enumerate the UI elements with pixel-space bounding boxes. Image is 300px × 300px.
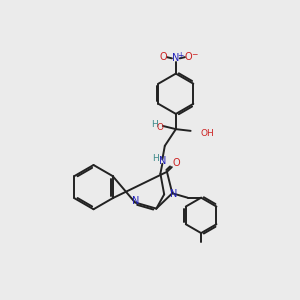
Text: N: N bbox=[159, 156, 167, 166]
Text: OH: OH bbox=[200, 129, 214, 138]
Text: H: H bbox=[152, 154, 159, 164]
Text: O: O bbox=[185, 52, 193, 62]
Text: N: N bbox=[169, 189, 177, 199]
Text: +: + bbox=[177, 51, 184, 60]
Text: H: H bbox=[151, 120, 158, 129]
Text: −: − bbox=[191, 50, 197, 59]
Text: N: N bbox=[172, 53, 180, 63]
Text: O: O bbox=[159, 52, 167, 62]
Text: O: O bbox=[172, 158, 180, 168]
Text: N: N bbox=[132, 196, 140, 206]
Text: O: O bbox=[156, 123, 164, 132]
